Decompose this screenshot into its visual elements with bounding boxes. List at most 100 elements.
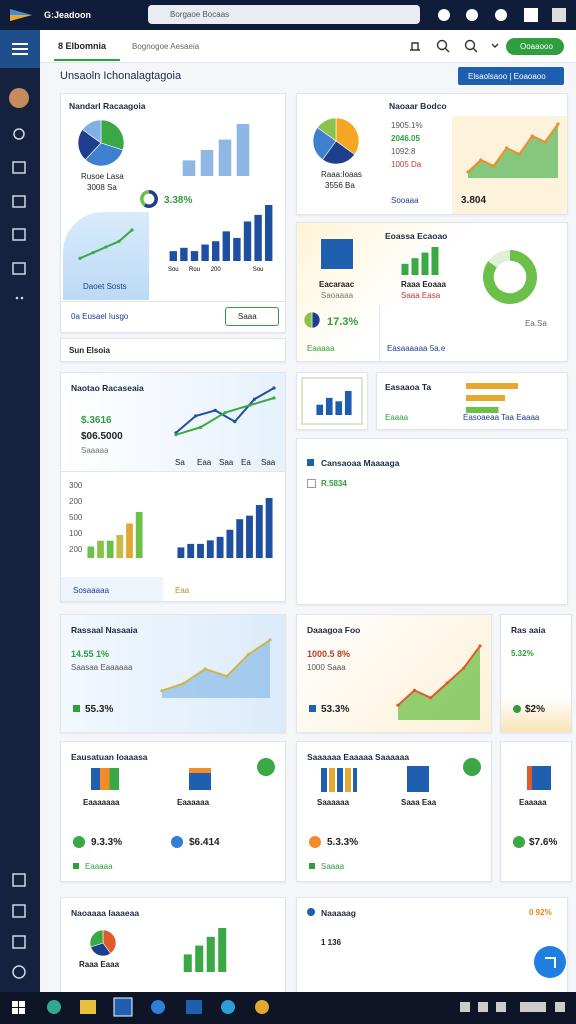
card-footer[interactable]: Sooaaa xyxy=(391,196,419,205)
nav-icons[interactable] xyxy=(11,126,29,326)
card-footer[interactable]: 0a Eusael Iusgo xyxy=(71,312,129,321)
card-title: Daaagoa Foo xyxy=(307,625,361,635)
select-box[interactable]: Sun Elsoia xyxy=(60,338,286,362)
point xyxy=(91,251,95,255)
card-footer[interactable]: Sosaaaaa xyxy=(73,586,110,595)
header-tab[interactable]: 8 Elbomnia xyxy=(58,41,107,51)
fab-button[interactable] xyxy=(534,946,566,978)
point xyxy=(429,696,433,700)
icon xyxy=(189,768,211,790)
bar xyxy=(211,241,220,261)
card-footer[interactable]: Eaaaaa xyxy=(307,344,335,353)
pie-slice xyxy=(89,929,104,948)
card-title: Naotao Racaseaia xyxy=(71,383,144,393)
campaign-card: Cansaoaa Maaaaga R.5834 xyxy=(296,438,568,605)
point xyxy=(462,666,466,670)
bar xyxy=(264,205,273,261)
bar xyxy=(233,237,241,261)
item-label: Eaaaaaa xyxy=(177,798,210,807)
stat: 3.804 xyxy=(461,195,487,206)
line-text: 1905.1% xyxy=(391,121,423,130)
menu-button[interactable] xyxy=(0,30,40,68)
card-footer[interactable]: Saaaa xyxy=(321,862,345,871)
x-label: Saa xyxy=(261,458,276,467)
bar-chart xyxy=(401,247,439,275)
bar xyxy=(316,404,324,415)
header-section[interactable]: Bognogoe Aesaeia xyxy=(132,42,200,51)
education-card: Eausatuan Ioaaasa Eaaaaaaa Eaaaaaa 9.3.3… xyxy=(60,741,286,882)
icon xyxy=(73,705,80,712)
bar-sub: Saaa Easa xyxy=(401,291,441,300)
area-chart xyxy=(160,638,272,698)
bar xyxy=(180,247,188,261)
header-button[interactable]: Ooaaooo xyxy=(506,38,564,55)
x-tick-label: Sou xyxy=(253,267,264,273)
bar xyxy=(183,954,192,972)
bar xyxy=(243,221,252,261)
point xyxy=(104,245,108,249)
toolbar-icon[interactable] xyxy=(495,9,507,21)
y-label: 500 xyxy=(69,513,83,522)
nav-icons-bottom[interactable] xyxy=(11,872,29,982)
icon xyxy=(307,459,314,466)
icon xyxy=(407,766,429,792)
tab[interactable] xyxy=(61,577,163,601)
bar xyxy=(255,505,263,558)
toolbar-icon[interactable] xyxy=(466,9,478,21)
legend: Eaaaa xyxy=(385,413,409,422)
area xyxy=(162,640,270,698)
panel xyxy=(61,373,285,471)
item-label: Saaaaaa xyxy=(317,798,350,807)
card-footer[interactable]: Eaa xyxy=(175,586,190,595)
bar xyxy=(335,401,343,415)
point xyxy=(182,681,186,686)
point xyxy=(246,652,250,657)
icon xyxy=(307,908,315,916)
bar xyxy=(200,150,214,176)
profile-icon[interactable] xyxy=(552,8,566,22)
point xyxy=(225,674,229,678)
address-bar[interactable]: Borgaoe Bocaas xyxy=(148,5,420,24)
card-footer: $2% xyxy=(525,704,546,715)
checkbox[interactable] xyxy=(307,479,316,488)
avatar[interactable] xyxy=(9,88,29,108)
bar xyxy=(218,139,232,176)
bar xyxy=(246,515,253,558)
badge xyxy=(257,758,275,776)
pie-label: Raaa:Ioaas xyxy=(321,170,362,179)
app-header: 8 Elbomnia Bognogoe Aesaeia Ooaaooo xyxy=(40,30,576,63)
line-chart xyxy=(174,386,276,435)
card-title: Saaaaaa Eaaaaa Saaaaaa xyxy=(307,752,410,762)
icon xyxy=(73,836,85,848)
card-title: Naoaar Bodco xyxy=(389,101,447,111)
point xyxy=(130,228,134,232)
point xyxy=(223,411,227,415)
ranking2-card: Naaaaag 0 92% 1 136 xyxy=(296,897,568,994)
bar xyxy=(431,247,439,275)
bar xyxy=(222,231,231,261)
card-tag: Ea.Sa xyxy=(525,319,547,328)
page-button[interactable]: Elsaolsaoo | Eoaoaoo xyxy=(458,67,564,85)
bar xyxy=(421,252,429,275)
header-icons[interactable] xyxy=(406,38,506,54)
point xyxy=(194,414,198,418)
card-footer[interactable]: Eaaaaa xyxy=(85,862,113,871)
toolbar-icon[interactable] xyxy=(524,8,538,22)
pie-slice xyxy=(84,142,124,167)
toolbar-icon[interactable] xyxy=(438,9,450,21)
stat: 17.3% xyxy=(327,316,359,328)
bar xyxy=(265,498,273,558)
rates-card: Ras aaia 5.32% $2% xyxy=(500,614,572,733)
bar xyxy=(401,263,409,275)
pie-slice xyxy=(90,942,112,957)
pie-label: Rusoe Lasa xyxy=(81,172,124,181)
card-button[interactable]: Saaa xyxy=(225,307,279,326)
bar xyxy=(325,397,333,415)
bar xyxy=(116,535,124,558)
stat: $6.414 xyxy=(189,837,220,848)
card-link[interactable]: Easaaaaaa 5a.e xyxy=(387,344,446,353)
pie-chart xyxy=(89,929,117,957)
taskbar-icons[interactable] xyxy=(0,992,576,1024)
icon xyxy=(309,705,316,712)
